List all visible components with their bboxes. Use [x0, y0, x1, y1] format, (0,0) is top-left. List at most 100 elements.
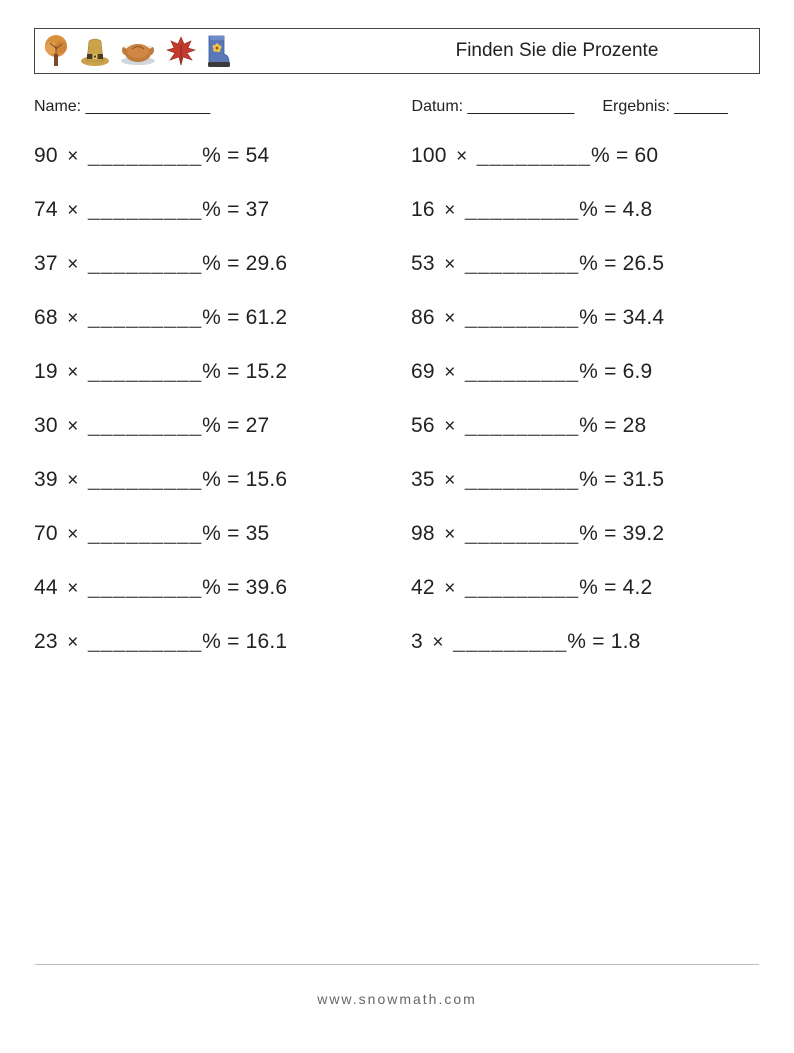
- problem-item: 30 × _________% = 27: [34, 414, 383, 438]
- multiply-sign: ×: [447, 146, 477, 167]
- multiply-sign: ×: [435, 416, 465, 437]
- percent-equals: % =: [202, 306, 245, 329]
- percent-equals: % =: [202, 198, 245, 221]
- multiply-sign: ×: [58, 362, 88, 383]
- result-value: 39.6: [246, 576, 288, 599]
- turkey-icon: [119, 36, 157, 66]
- operand-a: 44: [34, 576, 58, 599]
- multiply-sign: ×: [435, 308, 465, 329]
- operand-a: 98: [411, 522, 435, 545]
- multiply-sign: ×: [435, 362, 465, 383]
- percent-equals: % =: [202, 144, 245, 167]
- percent-blank: _________: [88, 522, 202, 545]
- problem-item: 23 × _________% = 16.1: [34, 630, 383, 654]
- operand-a: 68: [34, 306, 58, 329]
- operand-a: 30: [34, 414, 58, 437]
- percent-equals: % =: [202, 252, 245, 275]
- result-label: Ergebnis:: [602, 98, 670, 115]
- problem-item: 19 × _________% = 15.2: [34, 360, 383, 384]
- percent-blank: _________: [88, 144, 202, 167]
- result-value: 37: [246, 198, 270, 221]
- result-field: Ergebnis: ______: [602, 98, 727, 116]
- percent-equals: % =: [202, 360, 245, 383]
- result-value: 26.5: [623, 252, 665, 275]
- percent-blank: _________: [88, 576, 202, 599]
- problem-item: 98 × _________% = 39.2: [411, 522, 760, 546]
- multiply-sign: ×: [58, 200, 88, 221]
- problem-item: 70 × _________% = 35: [34, 522, 383, 546]
- worksheet-page: Finden Sie die Prozente Name: __________…: [0, 0, 794, 1053]
- result-value: 4.8: [623, 198, 653, 221]
- operand-a: 90: [34, 144, 58, 167]
- percent-equals: % =: [202, 468, 245, 491]
- multiply-sign: ×: [58, 416, 88, 437]
- multiply-sign: ×: [58, 524, 88, 545]
- percent-blank: _________: [465, 468, 579, 491]
- result-value: 60: [634, 144, 658, 167]
- operand-a: 69: [411, 360, 435, 383]
- footer-text: www.snowmath.com: [317, 991, 477, 1007]
- multiply-sign: ×: [435, 578, 465, 599]
- date-label: Datum:: [412, 98, 464, 115]
- operand-a: 3: [411, 630, 423, 653]
- problem-item: 56 × _________% = 28: [411, 414, 760, 438]
- percent-equals: % =: [202, 522, 245, 545]
- problem-item: 68 × _________% = 61.2: [34, 306, 383, 330]
- result-value: 34.4: [623, 306, 665, 329]
- footer-divider: [35, 964, 759, 965]
- percent-equals: % =: [579, 414, 622, 437]
- operand-a: 74: [34, 198, 58, 221]
- name-label: Name:: [34, 98, 81, 115]
- operand-a: 100: [411, 144, 447, 167]
- percent-blank: _________: [465, 360, 579, 383]
- header-bar: Finden Sie die Prozente: [34, 28, 760, 74]
- percent-blank: _________: [465, 522, 579, 545]
- operand-a: 23: [34, 630, 58, 653]
- problem-item: 44 × _________% = 39.6: [34, 576, 383, 600]
- percent-blank: _________: [88, 198, 202, 221]
- percent-equals: % =: [579, 198, 622, 221]
- problem-item: 16 × _________% = 4.8: [411, 198, 760, 222]
- problem-item: 42 × _________% = 4.2: [411, 576, 760, 600]
- percent-equals: % =: [579, 306, 622, 329]
- percent-blank: _________: [465, 198, 579, 221]
- operand-a: 53: [411, 252, 435, 275]
- result-value: 16.1: [246, 630, 288, 653]
- multiply-sign: ×: [58, 308, 88, 329]
- percent-blank: _________: [465, 306, 579, 329]
- problem-item: 69 × _________% = 6.9: [411, 360, 760, 384]
- percent-blank: _________: [477, 144, 591, 167]
- result-value: 15.6: [246, 468, 288, 491]
- result-value: 6.9: [623, 360, 653, 383]
- operand-a: 19: [34, 360, 58, 383]
- percent-blank: _________: [88, 360, 202, 383]
- result-value: 35: [246, 522, 270, 545]
- percent-equals: % =: [567, 630, 610, 653]
- percent-blank: _________: [88, 468, 202, 491]
- operand-a: 70: [34, 522, 58, 545]
- meta-row: Name: ______________ Datum: ____________…: [34, 98, 760, 116]
- percent-blank: _________: [88, 306, 202, 329]
- result-value: 31.5: [623, 468, 665, 491]
- operand-a: 35: [411, 468, 435, 491]
- problems-grid: 90 × _________% = 54100 × _________% = 6…: [34, 144, 760, 654]
- boot-icon: [205, 34, 231, 68]
- operand-a: 42: [411, 576, 435, 599]
- result-value: 27: [246, 414, 270, 437]
- percent-equals: % =: [579, 252, 622, 275]
- result-value: 29.6: [246, 252, 288, 275]
- percent-blank: _________: [88, 414, 202, 437]
- multiply-sign: ×: [58, 254, 88, 275]
- result-blank: ______: [674, 98, 727, 115]
- result-value: 4.2: [623, 576, 653, 599]
- percent-equals: % =: [591, 144, 634, 167]
- percent-equals: % =: [202, 630, 245, 653]
- percent-equals: % =: [579, 576, 622, 599]
- problem-item: 86 × _________% = 34.4: [411, 306, 760, 330]
- multiply-sign: ×: [435, 470, 465, 491]
- multiply-sign: ×: [435, 524, 465, 545]
- multiply-sign: ×: [58, 470, 88, 491]
- multiply-sign: ×: [58, 578, 88, 599]
- percent-equals: % =: [579, 360, 622, 383]
- maple-leaf-icon: [165, 35, 197, 67]
